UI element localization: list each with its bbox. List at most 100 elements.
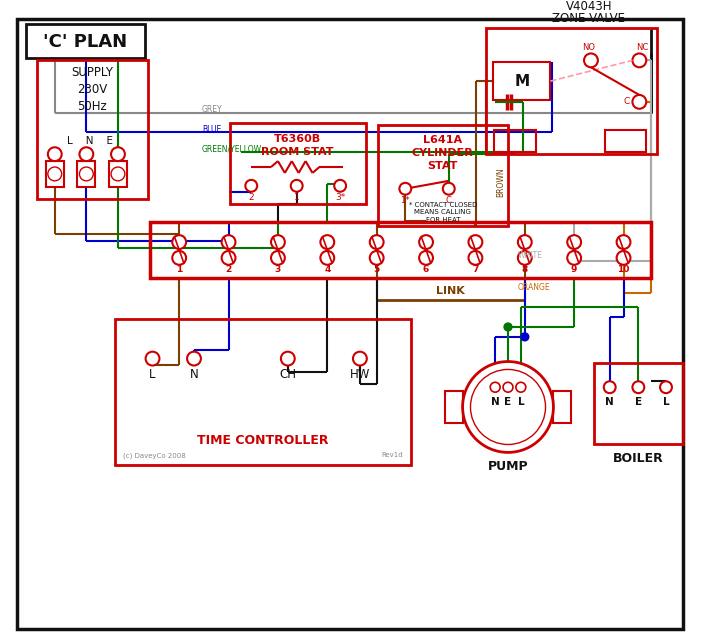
- Bar: [109, 161, 127, 187]
- Circle shape: [172, 251, 186, 265]
- Text: GREEN/YELLOW: GREEN/YELLOW: [202, 145, 262, 154]
- Bar: [26, 24, 145, 58]
- Bar: [594, 363, 683, 444]
- Text: L: L: [150, 368, 156, 381]
- Circle shape: [660, 381, 672, 393]
- Text: ZONE VALVE: ZONE VALVE: [552, 12, 625, 26]
- Text: 3*: 3*: [335, 193, 345, 202]
- Text: V4043H: V4043H: [566, 0, 612, 13]
- Circle shape: [490, 382, 500, 392]
- Circle shape: [370, 235, 383, 249]
- Circle shape: [320, 251, 334, 265]
- Text: BROWN: BROWN: [496, 167, 505, 197]
- Text: STAT: STAT: [428, 161, 458, 171]
- Text: L    N    E: L N E: [67, 137, 113, 146]
- Text: L641A: L641A: [423, 135, 463, 146]
- Circle shape: [271, 235, 285, 249]
- Text: BLUE: BLUE: [202, 125, 221, 134]
- Bar: [494, 62, 550, 100]
- Text: C: C: [623, 97, 630, 106]
- Circle shape: [48, 147, 62, 161]
- Text: CH: CH: [279, 368, 296, 381]
- Text: 1*: 1*: [401, 196, 410, 205]
- Circle shape: [399, 183, 411, 195]
- Circle shape: [172, 235, 186, 249]
- Circle shape: [111, 147, 125, 161]
- Text: C: C: [446, 196, 451, 205]
- Circle shape: [222, 235, 235, 249]
- Text: E: E: [505, 397, 512, 407]
- Circle shape: [584, 53, 598, 67]
- Circle shape: [245, 180, 257, 192]
- Text: 1: 1: [294, 193, 300, 202]
- Text: 2: 2: [249, 193, 254, 202]
- Circle shape: [468, 235, 482, 249]
- Text: 1: 1: [176, 265, 183, 274]
- Text: NO: NO: [583, 43, 595, 52]
- Text: 4: 4: [324, 265, 331, 274]
- Text: HW: HW: [350, 368, 370, 381]
- Text: 9: 9: [571, 265, 577, 274]
- Bar: [77, 161, 95, 187]
- Circle shape: [516, 382, 526, 392]
- Circle shape: [633, 381, 644, 393]
- Circle shape: [604, 381, 616, 393]
- Circle shape: [419, 251, 433, 265]
- Text: PUMP: PUMP: [488, 460, 529, 472]
- Bar: [150, 222, 651, 278]
- Text: E: E: [635, 397, 642, 407]
- Circle shape: [271, 251, 285, 265]
- Circle shape: [419, 235, 433, 249]
- Text: N: N: [605, 397, 614, 407]
- Text: L: L: [517, 397, 524, 407]
- Text: * CONTACT CLOSED
MEANS CALLING
FOR HEAT: * CONTACT CLOSED MEANS CALLING FOR HEAT: [409, 202, 477, 223]
- Circle shape: [320, 235, 334, 249]
- Text: 'C' PLAN: 'C' PLAN: [44, 33, 128, 51]
- Text: WHITE: WHITE: [518, 251, 543, 260]
- Circle shape: [370, 251, 383, 265]
- Text: N: N: [190, 368, 199, 381]
- Bar: [553, 391, 571, 423]
- Text: 8: 8: [522, 265, 528, 274]
- Text: 6: 6: [423, 265, 429, 274]
- Circle shape: [518, 251, 531, 265]
- Circle shape: [334, 180, 346, 192]
- Text: Rev1d: Rev1d: [382, 453, 404, 458]
- Circle shape: [187, 352, 201, 365]
- Circle shape: [79, 147, 93, 161]
- Circle shape: [633, 53, 647, 67]
- Circle shape: [222, 251, 235, 265]
- Circle shape: [468, 251, 482, 265]
- Circle shape: [521, 333, 529, 341]
- Text: M: M: [515, 74, 529, 88]
- Text: N: N: [491, 397, 500, 407]
- Bar: [230, 122, 366, 204]
- Bar: [378, 124, 508, 226]
- Circle shape: [616, 235, 630, 249]
- Circle shape: [281, 352, 295, 365]
- Text: 7: 7: [472, 265, 479, 274]
- Text: SUPPLY
230V
50Hz: SUPPLY 230V 50Hz: [72, 67, 113, 113]
- Circle shape: [470, 369, 545, 444]
- Bar: [605, 131, 647, 152]
- Bar: [115, 319, 411, 465]
- Bar: [445, 391, 463, 423]
- Circle shape: [567, 251, 581, 265]
- Bar: [37, 60, 147, 199]
- Text: ORANGE: ORANGE: [518, 283, 550, 292]
- Text: (c) DaveyCo 2008: (c) DaveyCo 2008: [123, 452, 185, 458]
- Text: NC: NC: [636, 43, 649, 52]
- Text: 10: 10: [617, 265, 630, 274]
- Circle shape: [443, 183, 455, 195]
- Circle shape: [518, 235, 531, 249]
- Text: BOILER: BOILER: [613, 452, 663, 465]
- Text: TIME CONTROLLER: TIME CONTROLLER: [197, 434, 329, 447]
- Text: CYLINDER: CYLINDER: [412, 148, 474, 158]
- Bar: [494, 131, 536, 152]
- Circle shape: [503, 382, 513, 392]
- Bar: [46, 161, 64, 187]
- Circle shape: [633, 95, 647, 109]
- Circle shape: [504, 323, 512, 331]
- Text: LINK: LINK: [437, 287, 465, 296]
- Text: ROOM STAT: ROOM STAT: [261, 147, 334, 157]
